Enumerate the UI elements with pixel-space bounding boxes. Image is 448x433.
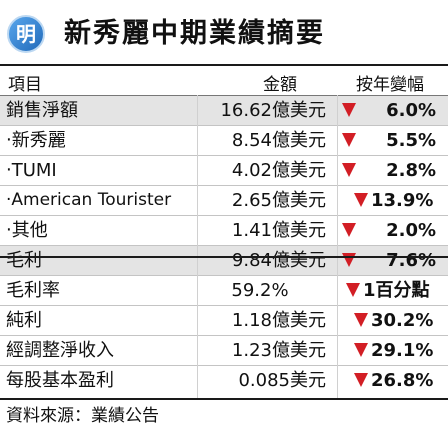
change-value: 26.8% bbox=[371, 370, 434, 391]
row-label: 經調整淨收入 bbox=[6, 340, 114, 361]
table-row: ‧American Tourister 2.65億美元 13.9% bbox=[0, 185, 448, 215]
row-label: 銷售淨額 bbox=[6, 100, 78, 121]
svg-text:明: 明 bbox=[16, 22, 36, 46]
row-amount: 2.65億美元 bbox=[231, 190, 326, 211]
source-note: 資料來源：業績公告 bbox=[6, 406, 159, 426]
row-label: 每股基本盈利 bbox=[6, 370, 114, 391]
header: 明 新秀麗中期業績摘要 bbox=[0, 0, 448, 64]
down-triangle-icon bbox=[342, 132, 356, 147]
table-row: 銷售淨額 16.62億美元 6.0% bbox=[0, 95, 448, 125]
table-row: 經調整淨收入 1.23億美元 29.1% bbox=[0, 335, 448, 365]
row-change: 1百分點 bbox=[342, 276, 442, 305]
change-value: 5.5% bbox=[386, 130, 436, 151]
row-amount: 59.2% bbox=[231, 280, 289, 301]
row-change: 7.6% bbox=[342, 246, 442, 275]
table-row: ‧新秀麗 8.54億美元 5.5% bbox=[0, 125, 448, 155]
row-change: 2.0% bbox=[342, 216, 442, 245]
row-change: 5.5% bbox=[342, 126, 442, 155]
column-header-change: 按年變幅 bbox=[356, 75, 424, 95]
table-row: 純利 1.18億美元 30.2% bbox=[0, 305, 448, 335]
row-label: ‧American Tourister bbox=[6, 190, 172, 210]
change-value: 1百分點 bbox=[363, 280, 430, 301]
row-change: 13.9% bbox=[342, 186, 442, 215]
table-row: ‧其他 1.41億美元 2.0% bbox=[0, 215, 448, 245]
row-amount: 1.23億美元 bbox=[231, 340, 326, 361]
row-change: 26.8% bbox=[342, 366, 442, 395]
change-value: 6.0% bbox=[386, 100, 436, 121]
down-triangle-icon bbox=[354, 312, 368, 327]
table-row: 毛利率 59.2% 1百分點 bbox=[0, 275, 448, 305]
row-amount: 8.54億美元 bbox=[231, 130, 326, 151]
row-label: ‧其他 bbox=[6, 220, 48, 241]
column-divider bbox=[197, 95, 198, 398]
change-value: 29.1% bbox=[371, 340, 434, 361]
down-triangle-icon bbox=[354, 342, 368, 357]
row-label: 毛利率 bbox=[6, 280, 60, 301]
table-row: 毛利 9.84億美元 7.6% bbox=[0, 245, 448, 275]
down-triangle-icon bbox=[354, 372, 368, 387]
row-amount: 9.84億美元 bbox=[231, 250, 326, 271]
row-change: 29.1% bbox=[342, 336, 442, 365]
section-rule bbox=[0, 256, 448, 258]
row-amount: 16.62億美元 bbox=[220, 100, 326, 121]
table-row: 每股基本盈利 0.085美元 26.8% bbox=[0, 365, 448, 395]
change-value: 7.6% bbox=[386, 250, 436, 271]
down-triangle-icon bbox=[342, 222, 356, 237]
row-label: ‧TUMI bbox=[6, 160, 57, 181]
page-title: 新秀麗中期業績摘要 bbox=[64, 18, 325, 49]
down-triangle-icon bbox=[342, 162, 356, 177]
row-change: 2.8% bbox=[342, 156, 442, 185]
down-triangle-icon bbox=[346, 282, 360, 297]
newspaper-logo: 明 bbox=[6, 14, 46, 54]
change-value: 30.2% bbox=[371, 310, 434, 331]
top-rule bbox=[0, 64, 448, 66]
row-change: 6.0% bbox=[342, 96, 442, 125]
row-amount: 1.41億美元 bbox=[231, 220, 326, 241]
row-amount: 0.085美元 bbox=[238, 370, 326, 391]
row-label: 毛利 bbox=[6, 250, 42, 271]
column-divider bbox=[337, 95, 338, 398]
change-value: 13.9% bbox=[371, 190, 434, 211]
bottom-rule bbox=[0, 398, 448, 400]
row-label: 純利 bbox=[6, 310, 42, 331]
row-amount: 4.02億美元 bbox=[231, 160, 326, 181]
down-triangle-icon bbox=[342, 252, 356, 267]
column-header-row: 項目 金額 按年變幅 bbox=[0, 67, 448, 95]
change-value: 2.0% bbox=[386, 220, 436, 241]
column-header-amount: 金額 bbox=[263, 75, 297, 95]
down-triangle-icon bbox=[354, 192, 368, 207]
row-label: ‧新秀麗 bbox=[6, 130, 66, 151]
row-change: 30.2% bbox=[342, 306, 442, 335]
logo-icon: 明 bbox=[7, 15, 45, 53]
column-header-item: 項目 bbox=[8, 75, 42, 95]
row-amount: 1.18億美元 bbox=[231, 310, 326, 331]
down-triangle-icon bbox=[342, 102, 356, 117]
table-row: ‧TUMI 4.02億美元 2.8% bbox=[0, 155, 448, 185]
change-value: 2.8% bbox=[386, 160, 436, 181]
